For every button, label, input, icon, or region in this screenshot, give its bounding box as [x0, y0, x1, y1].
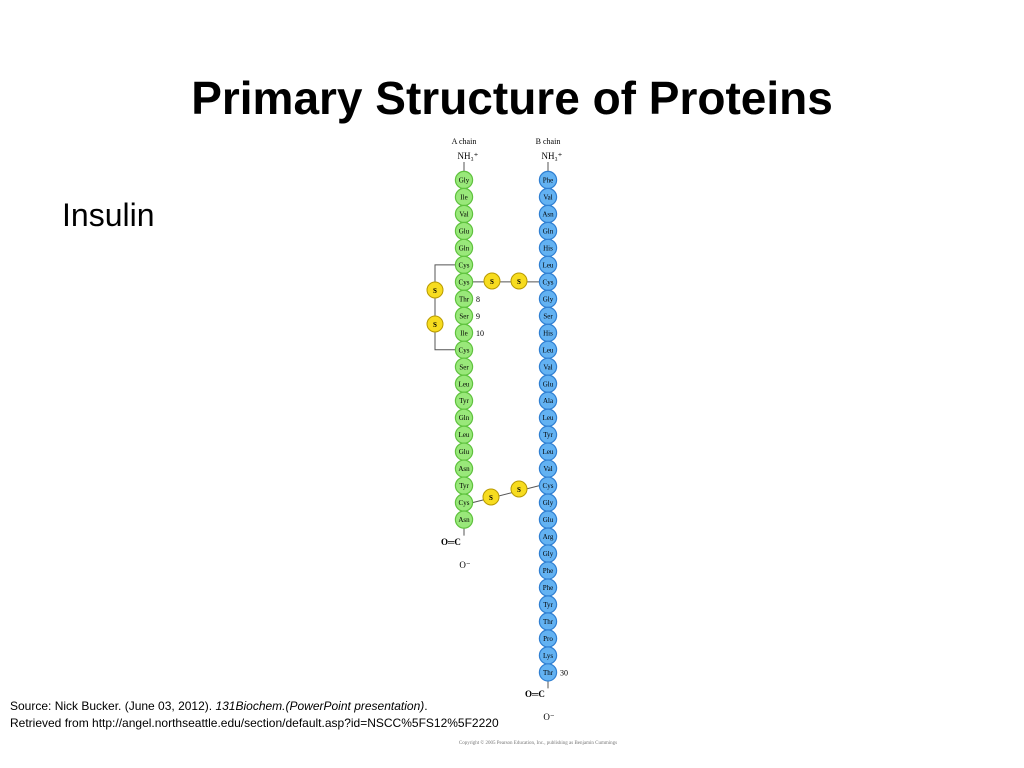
- residue-label: Lys: [543, 652, 553, 660]
- c-oxygen: O⁻: [543, 712, 554, 722]
- residue-label: Ser: [543, 312, 553, 320]
- residue-label: Thr: [543, 669, 554, 677]
- n-terminus: NH₃⁺: [542, 151, 563, 161]
- residue-label: Phe: [543, 567, 554, 575]
- c-terminus: O═C: [441, 537, 461, 547]
- slide-title: Primary Structure of Proteins: [191, 72, 833, 124]
- residue-label: Asn: [458, 465, 470, 473]
- residue-label: Cys: [543, 482, 554, 490]
- residue-label: Tyr: [543, 431, 553, 439]
- residue-label: Cys: [459, 346, 470, 354]
- residue-label: Glu: [543, 516, 554, 524]
- residue-label: Cys: [459, 499, 470, 507]
- residue-label: His: [543, 329, 553, 337]
- residue-label: Gln: [459, 414, 470, 422]
- residue-label: Cys: [543, 278, 554, 286]
- source-title: 131Biochem.(PowerPoint presentation): [215, 699, 424, 713]
- residue-label: Tyr: [459, 482, 469, 490]
- bullet: Insulin: [62, 197, 155, 233]
- residue-label: Glu: [459, 448, 470, 456]
- residue-label: Ile: [460, 329, 467, 337]
- residue-number: 30: [560, 668, 568, 677]
- residue-label: Asn: [542, 210, 554, 218]
- residue-number: 10: [476, 329, 484, 338]
- residue: [454, 510, 474, 529]
- sulfur-atom: [510, 480, 528, 498]
- insulin-diagram: A chain NH₃⁺ Gly Ile Val Glu Gln Cys Cys Thr Ser Il…: [426, 137, 617, 746]
- residue-label: Ala: [543, 397, 554, 405]
- residue-label: Cys: [459, 278, 470, 286]
- sulfur-atom: [483, 272, 501, 290]
- sulfur-atom: [510, 272, 528, 290]
- residue-label: Gly: [459, 177, 470, 185]
- residue-label: Glu: [459, 227, 470, 235]
- copyright: Copyright © 2005 Pearson Education, Inc.…: [459, 740, 617, 746]
- residue-label: Leu: [459, 431, 470, 439]
- residue-label: Ser: [459, 312, 469, 320]
- residue-label: Val: [459, 210, 468, 218]
- residue-label: Val: [543, 363, 552, 371]
- sulfur-atom: [426, 315, 444, 333]
- residue-label: Gly: [543, 295, 554, 303]
- residue-label: Gly: [543, 499, 554, 507]
- n-terminus: NH₃⁺: [458, 151, 479, 161]
- residue-label: Tyr: [543, 601, 553, 609]
- residue-label: Gln: [543, 227, 554, 235]
- residue-label: Thr: [543, 618, 554, 626]
- sulfur-label: S: [517, 278, 521, 286]
- disulfide-bond: [434, 264, 456, 351]
- residue-label: Cys: [459, 261, 470, 269]
- residue-label: Thr: [459, 295, 470, 303]
- source-line-1: Source: Nick Bucker. (June 03, 2012). 13…: [10, 699, 428, 713]
- residue-number: 9: [476, 312, 480, 321]
- sulfur-label: S: [433, 287, 437, 295]
- residue-number: 8: [476, 295, 480, 304]
- sulfur-label: S: [517, 486, 521, 494]
- source-text: Source: Nick Bucker. (June 03, 2012).: [10, 699, 212, 713]
- residue-label: Gly: [543, 550, 554, 558]
- residue-label: Leu: [543, 261, 554, 269]
- residue-label: Val: [543, 193, 552, 201]
- residue-label: Phe: [543, 584, 554, 592]
- chain-label: B chain: [536, 137, 561, 146]
- residue-label: His: [543, 244, 553, 252]
- residue-label: Leu: [543, 414, 554, 422]
- residue-label: Val: [543, 465, 552, 473]
- sulfur-label: S: [489, 494, 493, 502]
- c-oxygen: O⁻: [459, 560, 470, 570]
- residue-label: Leu: [543, 448, 554, 456]
- residue-label: Ser: [459, 363, 469, 371]
- sulfur-atom: [482, 488, 500, 506]
- residue-label: Gln: [459, 244, 470, 252]
- c-terminus: O═C: [525, 689, 545, 699]
- residue-label: Tyr: [459, 397, 469, 405]
- residue-label: Phe: [543, 177, 554, 185]
- residue-label: Pro: [543, 635, 553, 643]
- source-line-2: Retrieved from http://angel.northseattle…: [10, 716, 499, 730]
- chain-label: A chain: [452, 137, 477, 146]
- residue-label: Leu: [459, 380, 470, 388]
- sulfur-atom: [426, 281, 444, 299]
- residue-label: Leu: [543, 346, 554, 354]
- residue-label: Arg: [543, 533, 554, 541]
- residue-label: Ile: [460, 193, 467, 201]
- sulfur-label: S: [433, 321, 437, 329]
- source-end: .: [424, 699, 427, 713]
- residue-label: Glu: [543, 380, 554, 388]
- residue: [538, 663, 558, 682]
- sulfur-label: S: [490, 278, 494, 286]
- residue-label: Asn: [458, 516, 470, 524]
